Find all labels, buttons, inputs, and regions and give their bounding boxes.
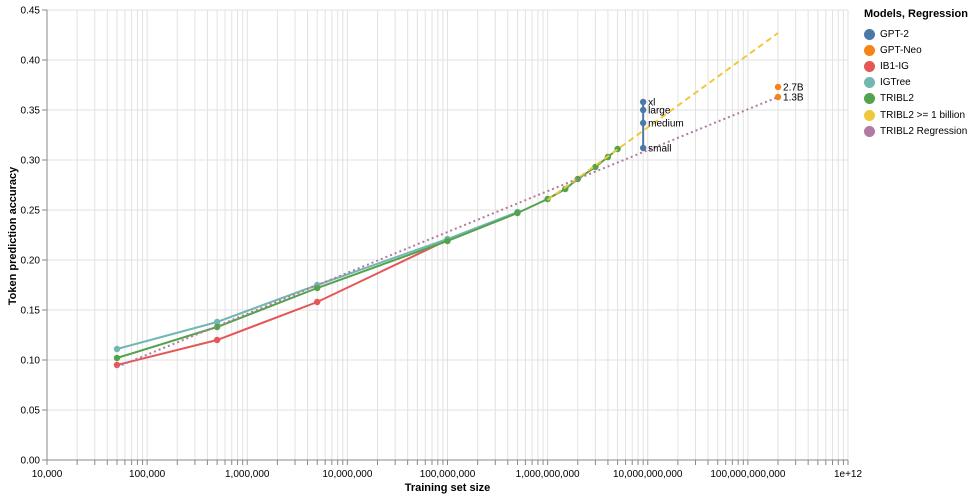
legend-swatch [864,93,875,105]
y-tick-label: 0.45 [21,6,41,17]
legend-label: TRIBL2 Regression [880,125,968,137]
series-ib1-ig-point [113,361,121,369]
series-tribl2-regression-line [116,96,779,368]
legend-item: IB1-IG [864,58,974,74]
legend-swatch [864,60,875,72]
y-tick-label: 0.25 [21,206,41,217]
series-ib1-ig-point [314,298,321,306]
series-tribl2-point [213,323,221,331]
series-gpt-2-point [639,98,647,106]
y-tick-label: 0.00 [21,456,41,467]
legend-label: TRIBL2 >= 1 billion [880,109,966,121]
series-gpt-2-point [639,106,647,114]
series-tribl2-point [314,284,321,292]
y-tick-label: 0.40 [21,56,41,67]
y-tick-label: 0.20 [21,256,41,267]
y-tick-label: 0.35 [21,106,41,117]
y-tick-label: 0.15 [21,306,41,317]
legend-label: GPT-Neo [880,44,922,56]
legend-item: GPT-2 [864,26,974,42]
series-ib1-ig-line [116,239,448,366]
point-label: medium [648,119,684,130]
legend-item: GPT-Neo [864,42,974,58]
series-tribl2-point [514,209,521,217]
series-tribl2-point [444,237,451,245]
y-axis-title: Token prediction accuracy [7,166,19,305]
legend-label: GPT-2 [880,28,909,40]
legend-item: IGTree [864,75,974,91]
x-tick-label: 1,000,000,000 [516,469,580,480]
x-tick-label: 100,000,000 [420,469,476,480]
y-tick-label: 0.10 [21,356,41,367]
legend-swatch [864,28,875,40]
series-tribl2-1-billion-line [547,32,779,201]
y-tick-label: 0.05 [21,406,41,417]
legend-item: TRIBL2 >= 1 billion [864,107,974,123]
x-tick-label: 1e+12 [834,469,863,480]
x-axis-title: Training set size [405,482,491,494]
legend-swatch [864,109,875,121]
series-ib1-ig-point [213,336,221,344]
point-label: 2.7B [783,83,804,94]
x-tick-label: 1,000,000 [225,469,270,480]
point-label: 1.3B [783,93,804,104]
legend-title: Models, Regression [864,8,968,20]
x-tick-label: 10,000,000,000 [613,469,683,480]
series-igtree-point [113,345,121,353]
legend-swatch [864,125,875,137]
legend-label: IB1-IG [880,60,909,72]
legend-swatch [864,77,875,89]
point-label: xl [648,98,655,109]
series-tribl2-line [116,148,619,359]
point-label: small [648,144,671,155]
grid [46,9,849,461]
series-gpt-neo-point [774,83,782,91]
x-tick-label: 100,000 [129,469,166,480]
legend-item: TRIBL2 Regression [864,123,974,139]
series-gpt-2-point [639,144,647,152]
legend-label: IGTree [880,77,911,89]
series-layer [113,32,782,369]
series-gpt-2-point [639,119,647,127]
legend-items: GPT-2 GPT-Neo IB1-IG IGTree TRIBL2 TRIBL2 >= … [864,26,974,139]
y-tick-label: 0.30 [21,156,41,167]
legend-swatch [864,44,875,56]
axes: 10,000 100,000 1,000,000 10,000,000 100,000,… [21,6,863,481]
legend-item: TRIBL2 [864,91,974,107]
point-label: large [648,106,671,117]
series-igtree-point [213,318,221,326]
x-tick-label: 100,000,000,000 [710,469,786,480]
x-tick-label: 10,000,000 [322,469,372,480]
series-tribl2-point [574,175,581,183]
series-tribl2-point [113,354,121,362]
x-tick-label: 10,000 [32,469,63,480]
legend: Models, Regression GPT-2 GPT-Neo IB1-IG IGT… [864,8,974,139]
legend-label: TRIBL2 [880,93,914,105]
